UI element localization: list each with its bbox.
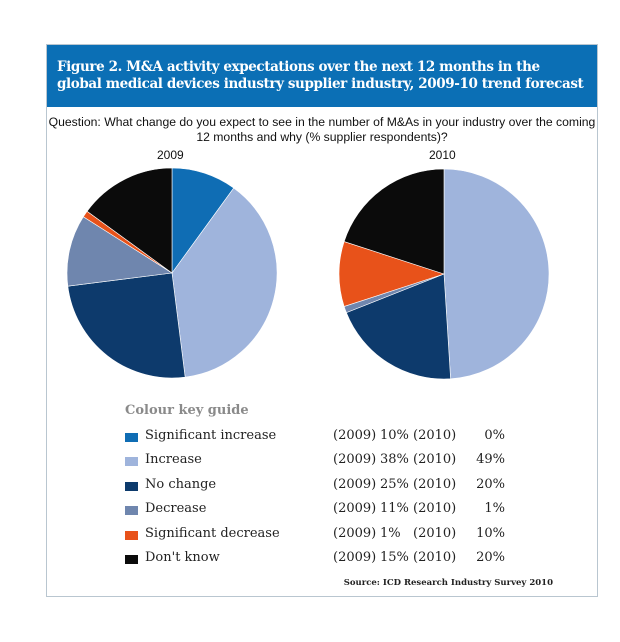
value-2009: 10% [380, 428, 409, 443]
year-2009-label: (2009) [333, 550, 377, 565]
value-2010: 20% [476, 476, 505, 492]
year-2009-label: (2009) [333, 525, 377, 541]
pie-slice-2010-no-change [345, 273, 451, 380]
figure-frame: Figure 2. M&A activity expectations over… [46, 44, 598, 597]
year-2009-label: (2009) [333, 452, 377, 468]
legend-swatch [125, 555, 138, 564]
year-2010-label: (2010) [413, 476, 457, 492]
legend-row: Don't know (2009) 15% (2010) 20% [125, 550, 545, 570]
value-2010: 49% [476, 452, 505, 468]
year-2009-label: (2009) [333, 428, 377, 443]
question-text: Question: What change do you expect to s… [48, 115, 596, 144]
legend-row: Increase (2009) 38% (2010) 49% [125, 452, 545, 472]
pie-slice-2010-increase [443, 168, 550, 380]
year-2010-label: (2010) [413, 452, 457, 468]
pie-slice-2009-increase [171, 187, 278, 378]
value-2009: 38% [380, 452, 409, 468]
year-2010-label: (2010) [413, 428, 457, 443]
source-note: Source: ICD Research Industry Survey 201… [343, 578, 553, 588]
legend-row: Decrease (2009) 11% (2010) 1% [125, 501, 545, 521]
legend-row: Significant increase (2009) 10% (2010) 0… [125, 428, 545, 448]
year-2010-label: (2010) [413, 550, 457, 565]
pie-slice-2009-no-change [67, 272, 186, 379]
year-2010-label: (2010) [413, 525, 457, 541]
value-2010: 20% [476, 550, 505, 565]
year-2009-label: (2009) [333, 476, 377, 492]
value-2010: 10% [476, 525, 505, 541]
pie-slice-2010-don-t-know [343, 168, 445, 275]
legend-row: Significant decrease (2009) 1% (2010) 10… [125, 526, 545, 546]
value-2009: 1% [380, 525, 401, 541]
pie-slice-2009-don-t-know [86, 167, 173, 274]
value-2010: 1% [484, 501, 505, 517]
pie-slice-2009-decrease [66, 216, 173, 287]
legend-swatch [125, 433, 138, 442]
legend-label: Significant decrease [145, 525, 280, 541]
legend-label: No change [145, 476, 217, 492]
legend-label: Decrease [145, 501, 207, 517]
figure-title: Figure 2. M&A activity expectations over… [47, 45, 597, 107]
legend-swatch [125, 506, 138, 516]
pie-charts [66, 167, 550, 380]
legend-swatch [125, 481, 138, 491]
legend-swatch [125, 457, 138, 467]
value-2009: 15% [380, 550, 409, 565]
pie-title-2010: 2010 [429, 148, 456, 162]
year-2009-label: (2009) [333, 501, 377, 517]
legend-swatch [125, 530, 138, 540]
value-2009: 25% [380, 476, 409, 492]
legend-label: Significant increase [145, 428, 277, 443]
year-2010-label: (2010) [413, 501, 457, 517]
pie-title-2009: 2009 [157, 148, 184, 162]
legend-label: Don't know [145, 550, 220, 565]
value-2010: 0% [484, 428, 505, 443]
value-2009: 11% [380, 501, 409, 517]
legend-row: No change (2009) 25% (2010) 20% [125, 477, 545, 497]
colour-key-title: Colour key guide [125, 403, 249, 418]
legend-label: Increase [145, 452, 202, 468]
